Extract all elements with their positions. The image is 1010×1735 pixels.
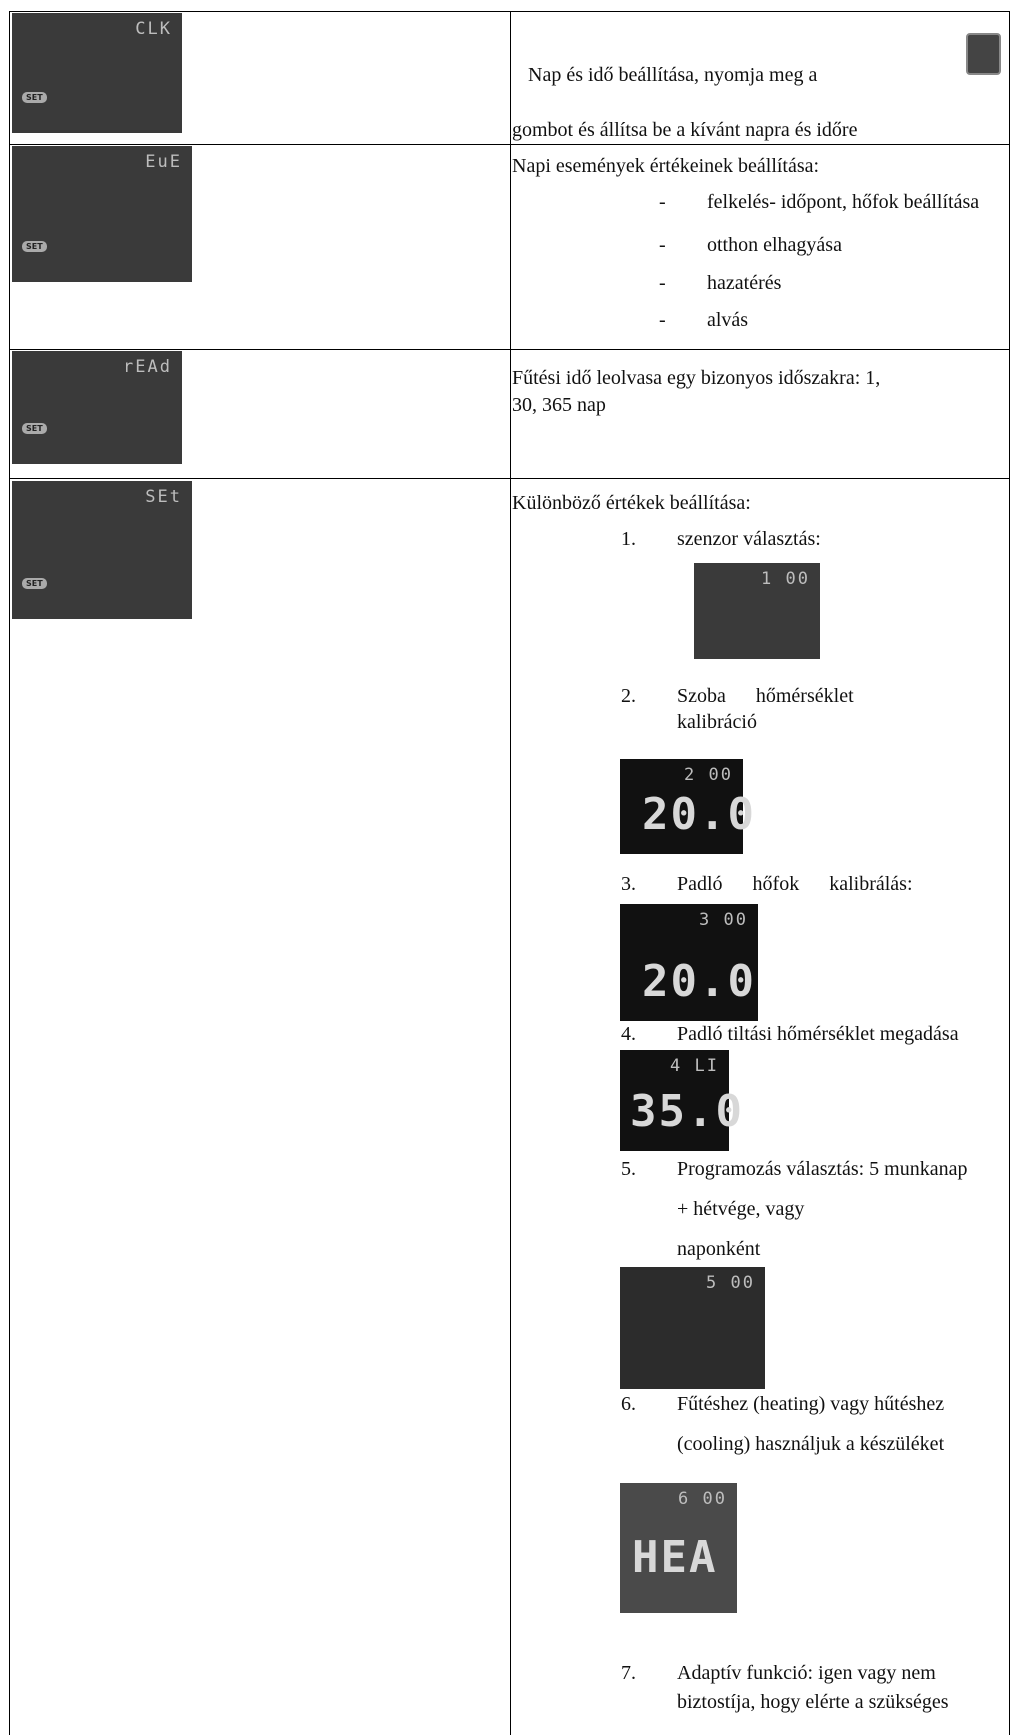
- list-item: Padló hőfok kalibrálás:: [677, 873, 913, 895]
- list-marker: 3.: [621, 873, 636, 895]
- list-marker: 6.: [621, 1393, 636, 1415]
- lcd-text: 1 00: [761, 569, 810, 589]
- lcd-text: 5 00: [706, 1273, 755, 1293]
- list-item: kalibráció: [677, 711, 757, 733]
- lcd-value: 20.0: [642, 956, 756, 1007]
- lcd-screen: 1 00: [694, 563, 820, 659]
- lcd-screen: EuE SET: [12, 146, 192, 282]
- row-divider: [9, 478, 1010, 479]
- heading: Különböző értékek beállítása:: [512, 492, 751, 514]
- lcd-text: 6 00: [678, 1489, 727, 1509]
- set-badge: SET: [22, 241, 47, 252]
- list-marker: -: [659, 234, 666, 256]
- list-item: naponként: [677, 1238, 761, 1260]
- list-item: biztostíja, hogy elérte a szükséges: [677, 1691, 949, 1713]
- list-marker: 1.: [621, 528, 636, 550]
- lcd-screen: SEt SET: [12, 481, 192, 619]
- lcd-value: HEA: [632, 1532, 718, 1583]
- text-line: Nap és idő beállítása, nyomja meg a: [528, 64, 818, 86]
- lcd-screen: rEAd SET: [12, 351, 182, 464]
- list-item: szenzor választás:: [677, 528, 821, 550]
- list-item: otthon elhagyása: [707, 234, 842, 256]
- list-item: (cooling) használjuk a készüléket: [677, 1433, 945, 1455]
- list-item: Fűtéshez (heating) vagy hűtéshez: [677, 1393, 945, 1415]
- button-icon: [966, 33, 1001, 75]
- list-marker: -: [659, 309, 666, 331]
- text-line: Fűtési idő leolvasa egy bizonyos időszak…: [512, 367, 881, 389]
- list-item: Programozás választás: 5 munkanap: [677, 1158, 968, 1180]
- heading: Napi események értékeinek beállítása:: [512, 155, 820, 177]
- table-border: [9, 11, 10, 1735]
- list-marker: 4.: [621, 1023, 636, 1045]
- lcd-screen: 4 LI 35.0: [620, 1050, 742, 1151]
- table-border: [9, 11, 1010, 12]
- lcd-value: 20.0: [642, 789, 756, 840]
- lcd-text: rEAd: [123, 357, 172, 377]
- lcd-screen: 2 00 20.0: [620, 759, 754, 854]
- lcd-screen: 3 00 20.0: [620, 904, 758, 1021]
- set-badge: SET: [22, 423, 47, 434]
- list-item: Adaptív funkció: igen vagy nem: [677, 1662, 936, 1684]
- set-badge: SET: [22, 578, 47, 589]
- lcd-screen: 6 00 HEA: [620, 1483, 737, 1613]
- lcd-text: 2 00: [684, 765, 733, 785]
- list-item: + hétvége, vagy: [677, 1198, 805, 1220]
- lcd-text: 3 00: [699, 910, 748, 930]
- column-divider: [510, 11, 511, 1735]
- text-line: gombot és állítsa be a kívánt napra és i…: [512, 119, 858, 141]
- row-divider: [9, 349, 1010, 350]
- list-item: Padló tiltási hőmérséklet megadása: [677, 1023, 959, 1045]
- list-marker: 5.: [621, 1158, 636, 1180]
- list-item: Szoba hőmérséklet: [677, 685, 854, 707]
- lcd-value: 35.0: [630, 1086, 744, 1137]
- row-divider: [9, 144, 1010, 145]
- lcd-screen: CLK SET: [12, 13, 182, 133]
- list-marker: -: [659, 191, 666, 213]
- list-marker: 2.: [621, 685, 636, 707]
- list-marker: -: [659, 272, 666, 294]
- lcd-text: EuE: [145, 152, 182, 172]
- lcd-text: SEt: [145, 487, 182, 507]
- lcd-text: CLK: [135, 19, 172, 39]
- list-marker: 7.: [621, 1662, 636, 1684]
- list-item: hazatérés: [707, 272, 782, 294]
- lcd-text: 4 LI: [670, 1056, 719, 1076]
- list-item: alvás: [707, 309, 749, 331]
- lcd-screen: 5 00: [620, 1267, 765, 1389]
- list-item: felkelés- időpont, hőfok beállítása: [707, 191, 980, 213]
- set-badge: SET: [22, 92, 47, 103]
- text-line: 30, 365 nap: [512, 394, 606, 416]
